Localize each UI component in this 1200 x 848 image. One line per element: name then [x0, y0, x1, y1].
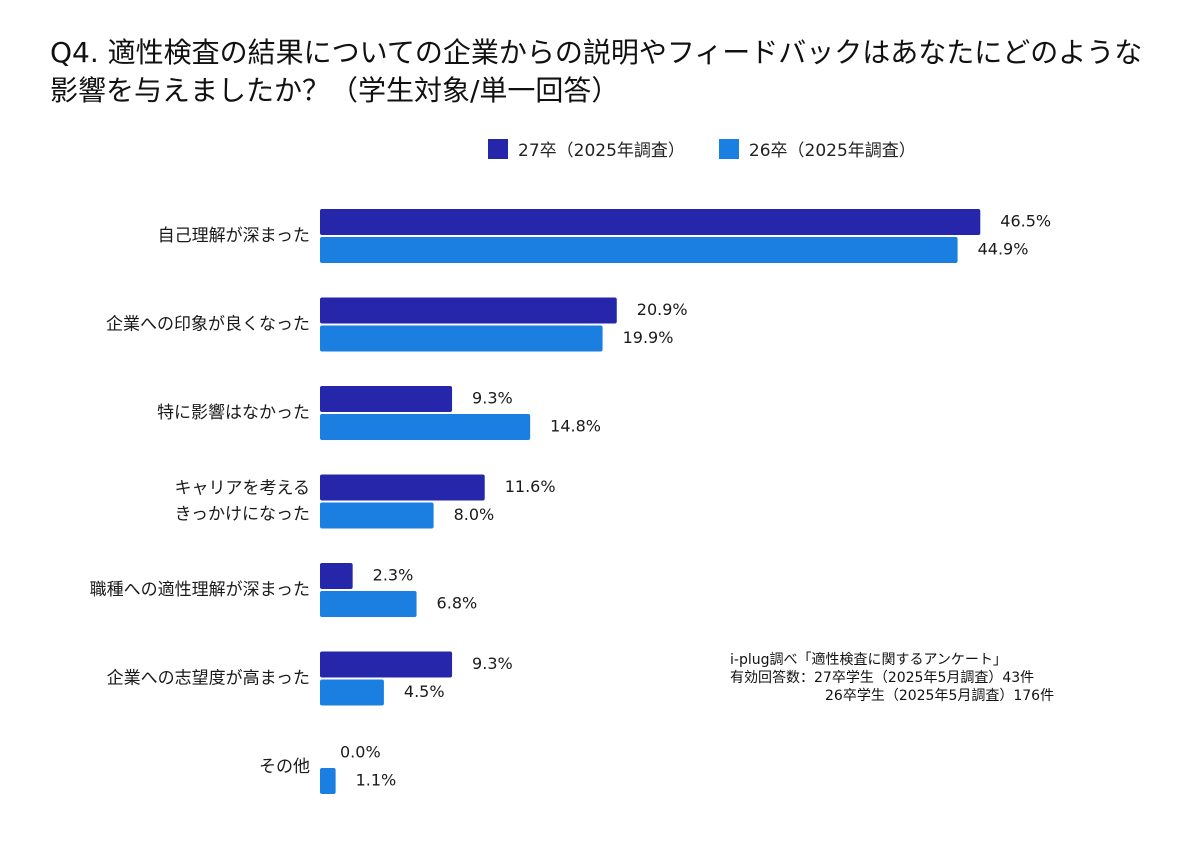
- legend-label-26: 26卒（2025年調査）: [748, 141, 916, 161]
- data-label-26: 8.0%: [454, 505, 495, 524]
- legend-swatch-27: [488, 138, 508, 159]
- bar-26: [320, 325, 603, 352]
- data-label-26: 14.8%: [550, 417, 601, 436]
- bar-27: [320, 209, 981, 235]
- bar-27: [320, 297, 617, 324]
- legend-label-27: 27卒（2025年調査）: [518, 141, 685, 161]
- category-label: 職種への適性理解が深まった: [90, 580, 310, 600]
- bar-27: [320, 563, 353, 589]
- source-note-line2: 有効回答数：27卒学生（2025年5月調査）43件: [730, 670, 1035, 686]
- data-label-26: 44.9%: [978, 240, 1029, 259]
- data-label-26: 4.5%: [404, 682, 445, 701]
- category-label: 自己理解が深まった: [158, 226, 310, 246]
- bar-26: [320, 414, 531, 440]
- data-label-26: 1.1%: [356, 771, 397, 790]
- category-label: 企業への印象が良くなった: [106, 315, 310, 335]
- legend-item-26: 26卒（2025年調査）: [718, 136, 916, 161]
- bar-26: [320, 768, 336, 794]
- data-label-27: 9.3%: [472, 389, 513, 408]
- chart-title-line2: 影響を与えましたか？（学生対象/単一回答）: [50, 74, 620, 107]
- bar-26: [320, 591, 417, 617]
- data-label-27: 46.5%: [1000, 212, 1051, 231]
- data-label-27: 2.3%: [373, 566, 414, 585]
- bar-27: [320, 386, 453, 412]
- legend-swatch-26: [718, 138, 739, 159]
- legend-item-27: 27卒（2025年調査）: [488, 136, 685, 161]
- chart-title: Q4. 適性検査の結果についての企業からの説明やフィードバックはあなたにどのよう…: [50, 34, 1160, 110]
- bar-26: [320, 237, 958, 263]
- bar-26: [320, 502, 434, 529]
- data-label-27: 20.9%: [637, 300, 688, 319]
- source-note-line3: 26卒学生（2025年5月調査）176件: [825, 688, 1055, 704]
- category-label: きっかけになった: [175, 505, 310, 525]
- data-label-27: 11.6%: [505, 477, 556, 496]
- data-label-27: 9.3%: [472, 654, 513, 673]
- category-label: 特に影響はなかった: [157, 403, 310, 423]
- bar-26: [320, 679, 384, 706]
- category-label: 企業への志望度が高まった: [107, 669, 310, 689]
- source-note-line1: i-plug調べ「適性検査に関するアンケート」: [730, 652, 1007, 668]
- category-label: キャリアを考える: [175, 479, 311, 499]
- source-note: i-plug調べ「適性検査に関するアンケート」 有効回答数：27卒学生（2025…: [730, 651, 1054, 705]
- chart-title-line1: Q4. 適性検査の結果についての企業からの説明やフィードバックはあなたにどのよう…: [50, 36, 1143, 69]
- data-label-27: 0.0%: [340, 743, 381, 762]
- data-label-26: 19.9%: [623, 328, 674, 347]
- category-label: その他: [259, 757, 310, 777]
- bar-27: [320, 651, 453, 678]
- data-label-26: 6.8%: [437, 594, 478, 613]
- bar-27: [320, 474, 485, 501]
- chart-legend: 27卒（2025年調査） 26卒（2025年調査）: [488, 136, 950, 161]
